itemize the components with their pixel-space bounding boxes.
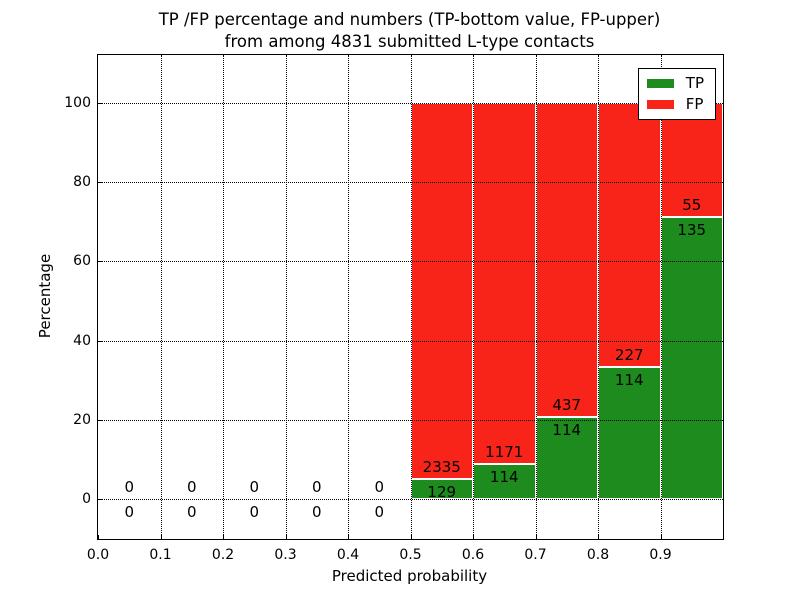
- tp-count-label: 0: [374, 503, 385, 522]
- gridline-v: [473, 55, 474, 539]
- y-tick-label: 40: [73, 332, 91, 349]
- x-tick-label: 0.7: [524, 547, 547, 563]
- tp-count-label: 0: [311, 503, 322, 522]
- plot-area: TP FP 0 0 0 0 0 0 0 0 0 0 2335 129 1171 114 437 114 227 1…: [97, 54, 724, 540]
- y-tick-mark: [98, 102, 102, 104]
- x-tick-mark: [473, 535, 474, 539]
- y-tick-mark: [98, 261, 102, 263]
- legend-item-fp: FP: [646, 95, 704, 113]
- legend-item-tp: TP: [646, 74, 704, 92]
- x-tick-label: 0.0: [86, 547, 110, 563]
- fp-count-label: 0: [124, 478, 135, 497]
- tp-count-label: 135: [677, 221, 707, 240]
- legend-swatch-fp-icon: [646, 100, 674, 109]
- gridline-v: [660, 55, 662, 539]
- gridline-v: [535, 55, 537, 539]
- tp-count-label: 114: [552, 421, 582, 440]
- gridline-v: [410, 55, 412, 539]
- gridline-v: [348, 55, 349, 539]
- tp-count-label: 114: [614, 370, 644, 389]
- fp-count-label: 0: [311, 478, 322, 497]
- x-tick-mark: [285, 535, 287, 539]
- legend-swatch-tp-icon: [646, 79, 674, 88]
- bar-segment-tp: [598, 366, 661, 500]
- gridline-v: [285, 55, 287, 539]
- x-tick-label: 0.3: [274, 547, 297, 563]
- y-tick-label: 100: [64, 94, 91, 111]
- fp-count-label: 2335: [422, 457, 461, 476]
- fp-count-label: 55: [682, 196, 702, 215]
- y-tick-mark: [98, 499, 102, 501]
- x-tick-mark: [598, 535, 599, 539]
- gridline-v: [223, 55, 224, 539]
- legend: TP FP: [637, 68, 716, 120]
- fp-count-label: 437: [552, 396, 582, 415]
- fp-count-label: 0: [374, 478, 385, 497]
- x-tick-mark: [660, 535, 662, 539]
- x-tick-label: 0.5: [399, 547, 422, 563]
- y-tick-mark: [98, 181, 102, 183]
- x-tick-label: 0.1: [149, 547, 172, 563]
- y-tick-label: 0: [82, 491, 91, 508]
- x-tick-label: 0.4: [336, 547, 360, 563]
- fp-count-label: 1171: [485, 443, 524, 462]
- legend-label-fp: FP: [685, 95, 704, 113]
- x-axis-label: Predicted probability: [331, 567, 488, 585]
- tp-count-label: 0: [186, 503, 197, 522]
- gridline-v: [160, 55, 162, 539]
- y-tick-mark: [98, 419, 102, 421]
- x-tick-mark: [535, 535, 537, 539]
- tp-count-label: 114: [489, 468, 519, 487]
- chart-title: TP /FP percentage and numbers (TP-bottom…: [97, 9, 722, 53]
- tp-count-label: 0: [124, 503, 135, 522]
- bar-segment-fp: [473, 102, 536, 465]
- bar-segment-fp: [660, 102, 723, 218]
- x-tick-mark: [160, 535, 162, 539]
- tp-count-label: 0: [249, 503, 260, 522]
- x-tick-mark: [98, 535, 99, 539]
- legend-label-tp: TP: [685, 74, 704, 92]
- gridline-v: [598, 55, 599, 539]
- chart-title-line1: TP /FP percentage and numbers (TP-bottom…: [158, 10, 661, 29]
- fp-count-label: 0: [186, 478, 197, 497]
- fp-count-label: 227: [614, 345, 644, 364]
- x-tick-label: 0.6: [461, 547, 485, 563]
- chart-title-line2: from among 4831 submitted L-type contact…: [224, 32, 595, 51]
- y-tick-mark: [98, 340, 102, 342]
- bar-segment-tp: [660, 217, 723, 500]
- x-tick-label: 0.9: [649, 547, 672, 563]
- x-tick-label: 0.8: [586, 547, 610, 563]
- x-tick-mark: [410, 535, 412, 539]
- fp-count-label: 0: [249, 478, 260, 497]
- y-tick-label: 60: [73, 253, 91, 270]
- x-tick-label: 0.2: [211, 547, 235, 563]
- y-tick-label: 80: [73, 173, 91, 190]
- tp-count-label: 129: [427, 482, 457, 501]
- x-tick-mark: [348, 535, 349, 539]
- bar-segment-tp: [535, 417, 598, 500]
- y-tick-label: 20: [73, 411, 91, 428]
- bar-segment-fp: [410, 102, 473, 479]
- x-tick-mark: [223, 535, 224, 539]
- bar-segment-fp: [598, 102, 661, 367]
